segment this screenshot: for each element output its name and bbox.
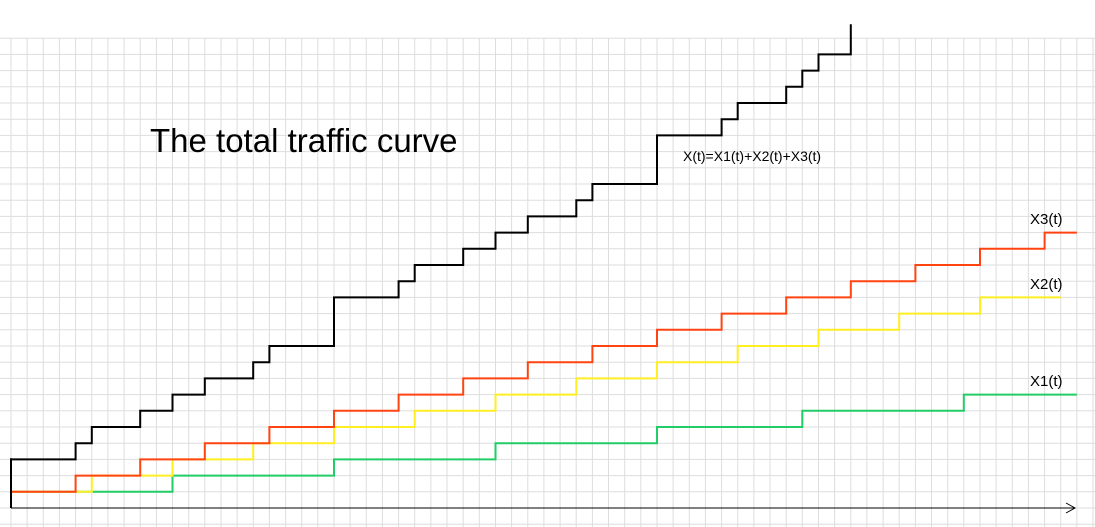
- diagram-title: The total traffic curve: [150, 122, 458, 159]
- series-labels: X1(t) X2(t) X3(t): [1030, 211, 1063, 390]
- series-group: [10, 24, 1077, 508]
- formula-annotation: X(t)=X1(t)+X2(t)+X3(t): [683, 148, 821, 164]
- x-axis-arrowhead: [1065, 502, 1077, 514]
- series-line-xt: [10, 24, 852, 508]
- series-line-x1t: [11, 393, 1077, 493]
- series-label-x1t: X1(t): [1030, 373, 1063, 390]
- series-label-x3t: X3(t): [1030, 211, 1063, 228]
- series-label-x2t: X2(t): [1030, 276, 1063, 293]
- series-line-x3t: [11, 231, 1077, 493]
- background-grid: [0, 37, 1095, 527]
